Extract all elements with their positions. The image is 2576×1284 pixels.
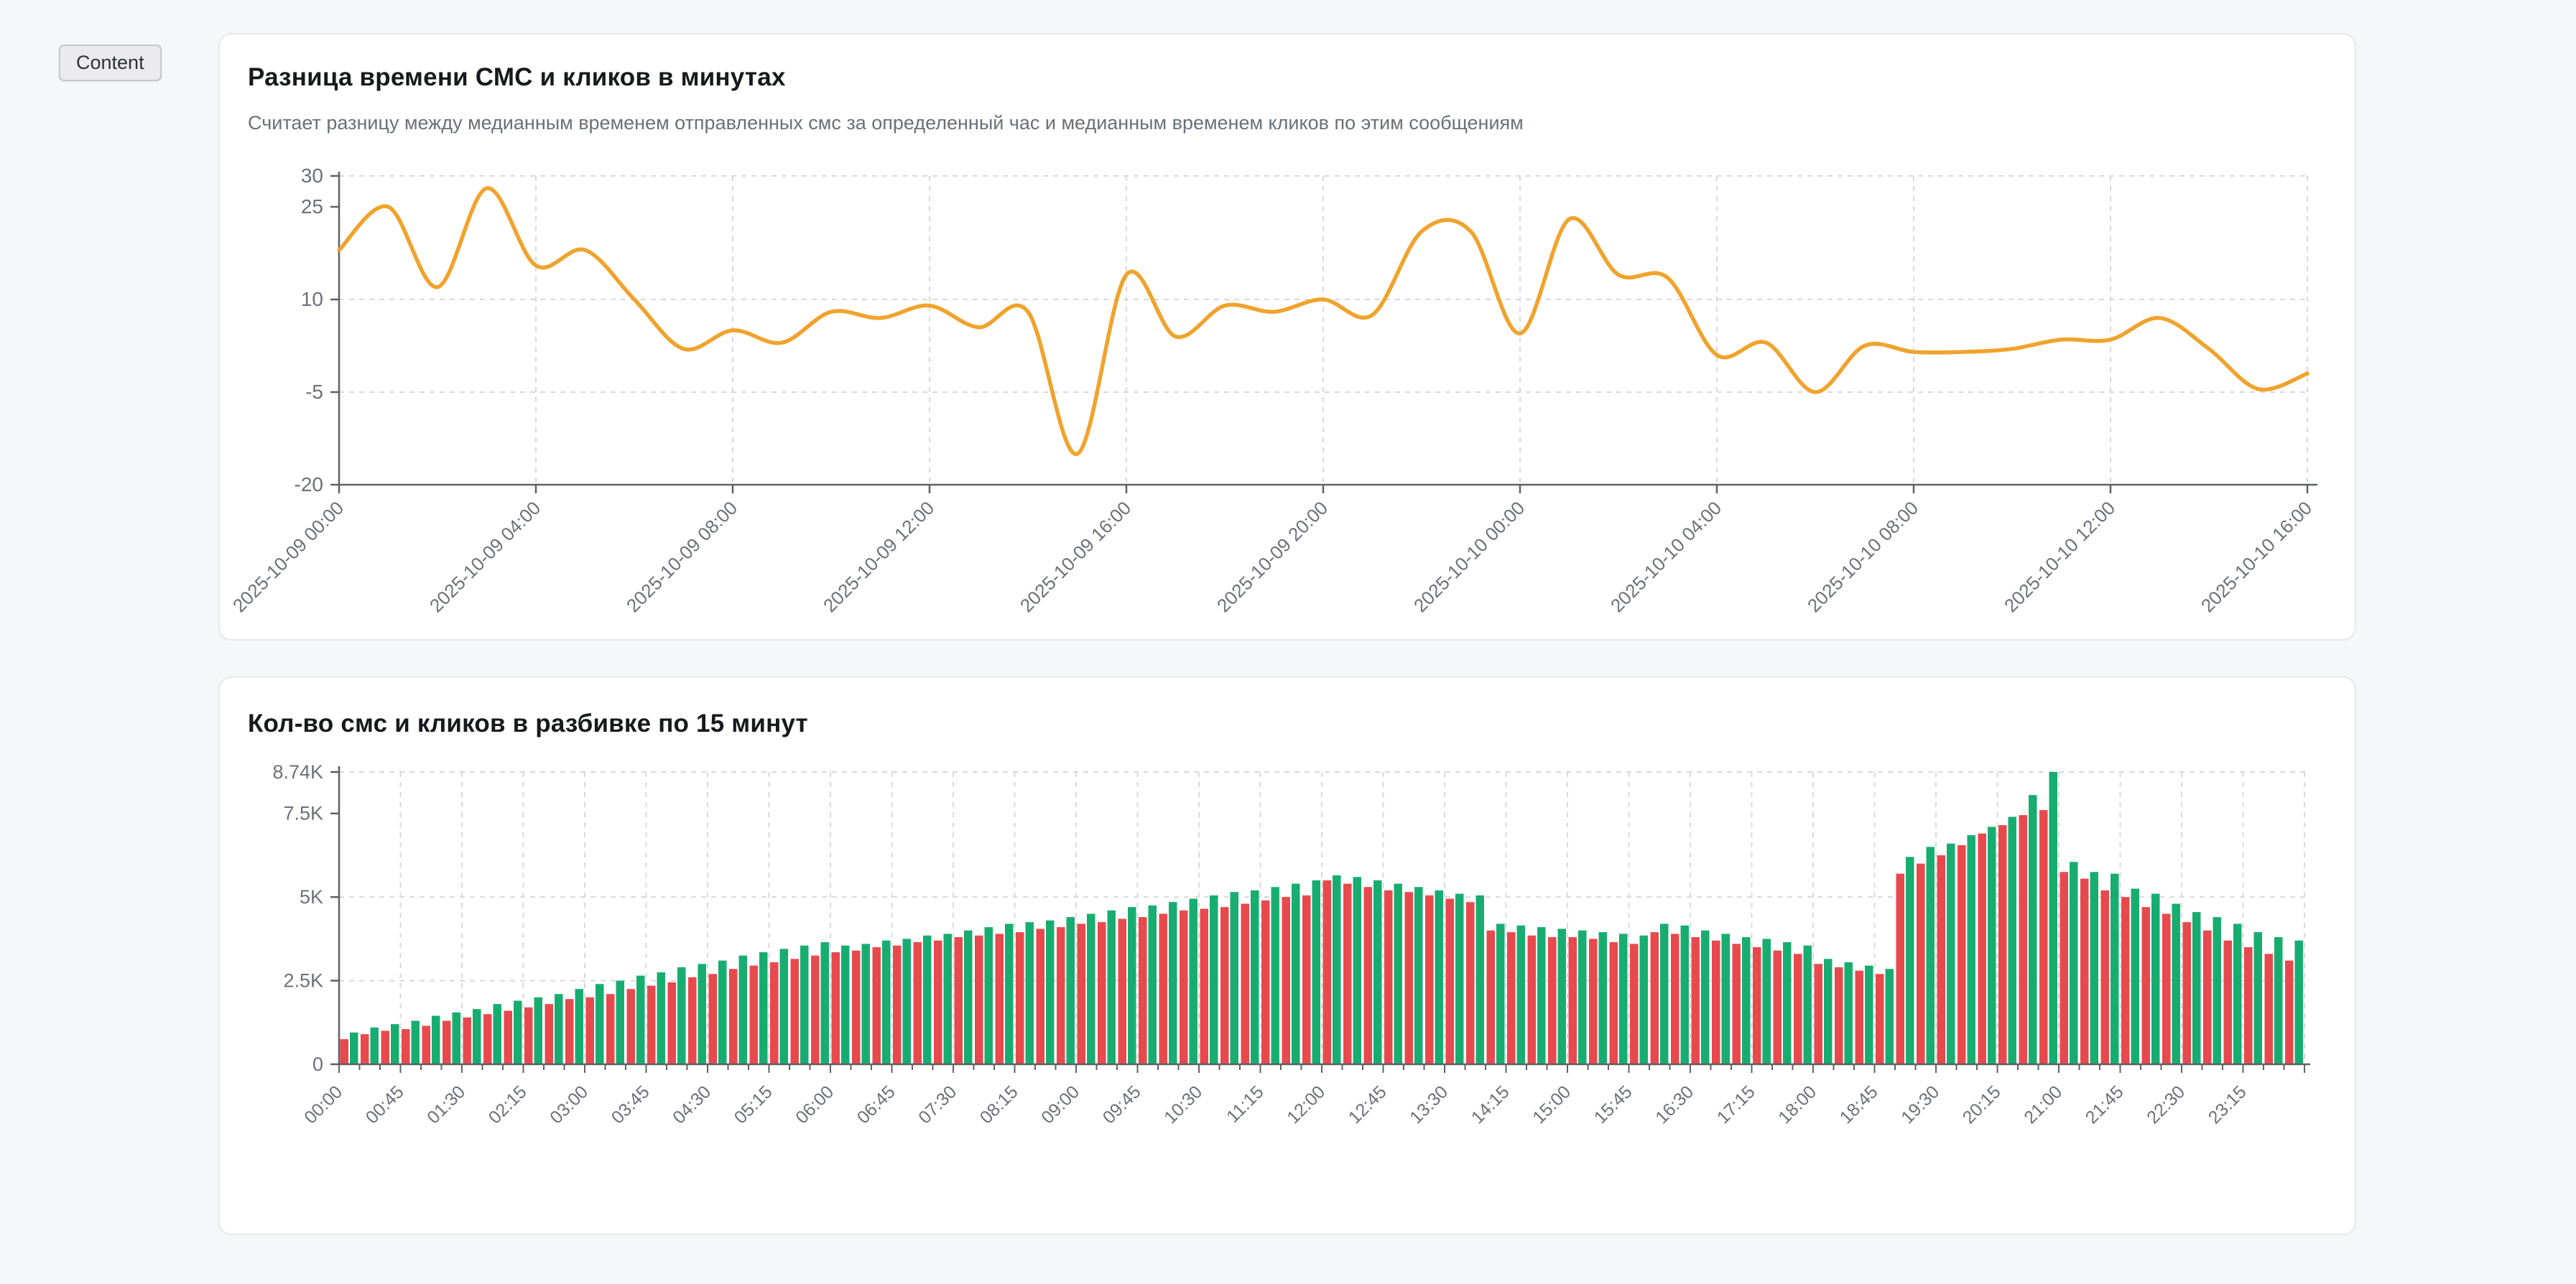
svg-text:7.5K: 7.5K	[283, 803, 323, 824]
svg-text:14:15: 14:15	[1468, 1081, 1514, 1127]
svg-text:13:30: 13:30	[1406, 1081, 1452, 1127]
svg-text:01:30: 01:30	[423, 1081, 469, 1127]
svg-text:20:15: 20:15	[1959, 1081, 2005, 1127]
bar-chart-sms-clicks[interactable]: 8.74K 7.5K 5K 2.5K 0 00:00 00:45 01:30 02:15 03:0…	[220, 678, 2358, 1237]
svg-text:17:15: 17:15	[1713, 1081, 1759, 1127]
svg-text:22:30: 22:30	[2143, 1081, 2189, 1127]
svg-text:30: 30	[301, 164, 323, 187]
svg-text:06:45: 06:45	[853, 1081, 899, 1127]
svg-text:5K: 5K	[300, 886, 323, 908]
svg-text:10: 10	[301, 288, 323, 310]
svg-text:2025-10-10 16:00: 2025-10-10 16:00	[2197, 497, 2316, 616]
svg-text:2025-10-10 04:00: 2025-10-10 04:00	[1606, 497, 1725, 616]
svg-text:2025-10-09 00:00: 2025-10-09 00:00	[228, 497, 348, 616]
svg-text:09:00: 09:00	[1037, 1081, 1083, 1127]
svg-text:2025-10-10 00:00: 2025-10-10 00:00	[1409, 497, 1529, 616]
svg-text:15:00: 15:00	[1529, 1081, 1575, 1127]
svg-text:11:15: 11:15	[1223, 1081, 1268, 1127]
svg-text:25: 25	[301, 195, 323, 218]
content-button[interactable]: Content	[59, 45, 162, 81]
svg-text:2025-10-09 16:00: 2025-10-09 16:00	[1016, 497, 1135, 616]
svg-text:03:00: 03:00	[546, 1081, 592, 1127]
svg-text:08:15: 08:15	[976, 1081, 1022, 1127]
svg-text:21:00: 21:00	[2020, 1081, 2066, 1127]
svg-text:12:45: 12:45	[1345, 1081, 1391, 1127]
svg-text:02:15: 02:15	[485, 1081, 531, 1127]
svg-text:09:45: 09:45	[1099, 1081, 1145, 1127]
svg-text:12:00: 12:00	[1283, 1081, 1329, 1127]
svg-text:-20: -20	[295, 473, 323, 496]
chart1-subtitle: Считает разницу между медианным временем…	[248, 112, 1524, 134]
svg-text:2025-10-09 08:00: 2025-10-09 08:00	[622, 497, 741, 616]
svg-text:03:45: 03:45	[608, 1081, 654, 1127]
svg-text:2.5K: 2.5K	[283, 970, 323, 992]
svg-text:2025-10-10 12:00: 2025-10-10 12:00	[2000, 497, 2119, 616]
svg-text:18:00: 18:00	[1774, 1081, 1820, 1127]
card-sms-click-time-diff: 30 25 10 -5 -20 2025-10-09 00:00 2025-10-09 04…	[218, 33, 2356, 641]
svg-text:04:30: 04:30	[669, 1081, 715, 1127]
svg-text:-5: -5	[305, 381, 323, 403]
svg-text:2025-10-09 20:00: 2025-10-09 20:00	[1213, 497, 1332, 616]
svg-text:06:00: 06:00	[792, 1081, 838, 1127]
svg-text:15:45: 15:45	[1590, 1081, 1636, 1127]
svg-text:8.74K: 8.74K	[272, 761, 323, 783]
svg-text:23:15: 23:15	[2205, 1081, 2251, 1127]
svg-text:2025-10-09 12:00: 2025-10-09 12:00	[819, 497, 938, 616]
svg-text:2025-10-09 04:00: 2025-10-09 04:00	[425, 497, 545, 616]
svg-text:16:30: 16:30	[1651, 1081, 1697, 1127]
chart1-title: Разница времени СМС и кликов в минутах	[248, 63, 786, 91]
svg-text:05:15: 05:15	[731, 1081, 777, 1127]
svg-text:18:45: 18:45	[1836, 1081, 1882, 1127]
svg-text:00:00: 00:00	[300, 1081, 346, 1127]
svg-text:10:30: 10:30	[1160, 1081, 1206, 1127]
svg-text:21:45: 21:45	[2082, 1081, 2128, 1127]
svg-text:00:45: 00:45	[362, 1081, 408, 1127]
svg-text:07:30: 07:30	[914, 1081, 960, 1127]
svg-text:2025-10-10 08:00: 2025-10-10 08:00	[1803, 497, 1922, 616]
card-sms-clicks-count: 8.74K 7.5K 5K 2.5K 0 00:00 00:45 01:30 02:15 03:0…	[218, 676, 2356, 1235]
svg-text:19:30: 19:30	[1897, 1081, 1943, 1127]
chart2-title: Кол-во смс и кликов в разбивке по 15 мин…	[248, 710, 808, 738]
svg-text:0: 0	[312, 1053, 323, 1075]
